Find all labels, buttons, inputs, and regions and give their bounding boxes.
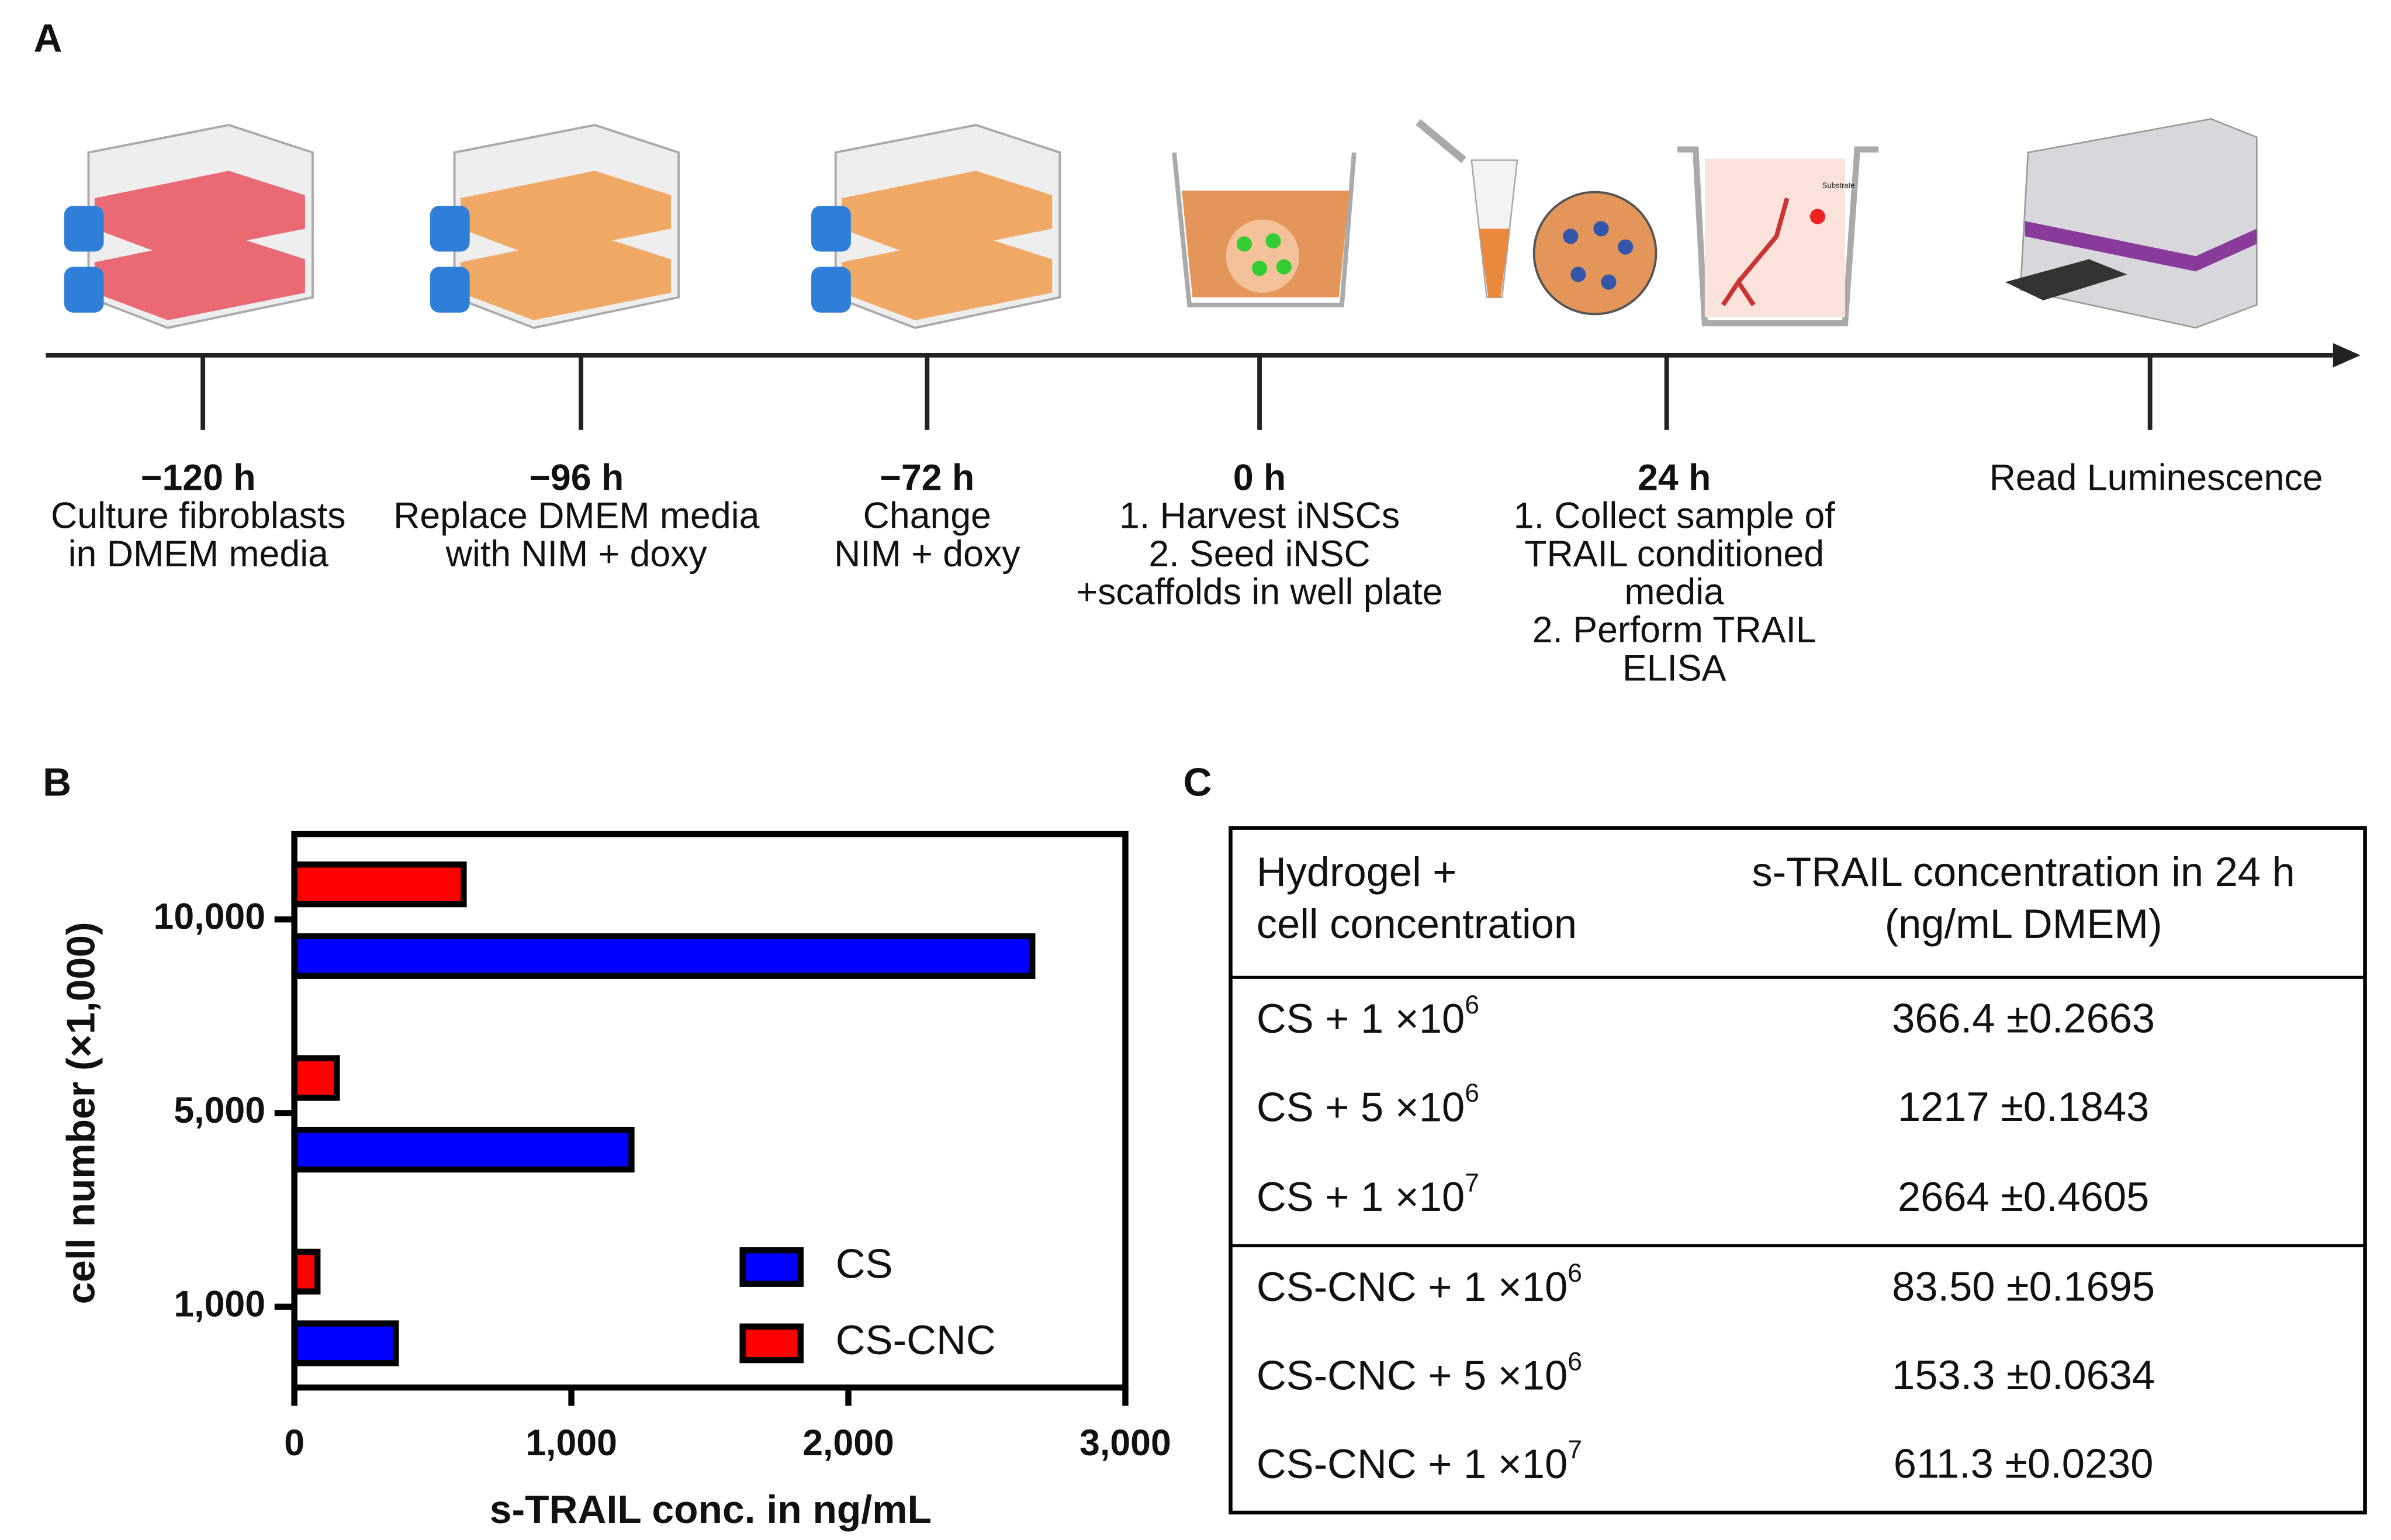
table-cell: 1217 ±0.1843 <box>1898 1084 2149 1130</box>
step-text: NIM + doxy <box>834 534 1020 575</box>
x-tick-label: 3,000 <box>1079 1423 1171 1463</box>
table-header: s-TRAIL concentration in 24 h <box>1752 849 2295 895</box>
cell-exponent: 7 <box>1465 1169 1479 1198</box>
table-cell: CS-CNC + 1 ×107 <box>1257 1435 1582 1486</box>
panel-label: B <box>43 761 71 805</box>
table-cell: 366.4 ±0.2663 <box>1892 995 2155 1041</box>
y-tick-label: 5,000 <box>174 1090 265 1131</box>
x-axis-label: s-TRAIL conc. in ng/mL <box>490 1488 932 1532</box>
step-text: Culture fibroblasts <box>51 496 346 537</box>
step-time: −72 h <box>880 457 974 498</box>
tube-icon <box>1416 119 1658 316</box>
cell-exponent: 6 <box>1568 1259 1582 1288</box>
table-header: (ng/mL DMEM) <box>1885 901 2162 947</box>
legend-swatch <box>739 1247 804 1287</box>
step-time: 24 h <box>1638 457 1711 498</box>
table-cell: 611.3 ±0.0230 <box>1894 1440 2154 1486</box>
bar <box>291 1126 635 1173</box>
cell-text: CS-CNC + 5 ×10 <box>1257 1352 1568 1398</box>
cell-text: CS-CNC + 1 ×10 <box>1257 1264 1568 1310</box>
step-time: −96 h <box>529 457 624 498</box>
step-text: media <box>1624 572 1724 612</box>
x-tick-label: 2,000 <box>802 1423 894 1463</box>
bar-chart: s-TRAIL conc. in ng/mL cell number (×1,0… <box>60 830 1171 1532</box>
step-text: 2. Seed iNSC <box>1148 534 1370 575</box>
cell-exponent: 7 <box>1568 1435 1582 1464</box>
bar <box>291 1248 321 1295</box>
step-text: +scaffolds in well plate <box>1077 572 1443 612</box>
step-time: −120 h <box>141 457 256 498</box>
plot-frame <box>291 830 1129 1391</box>
panel-label: C <box>1184 761 1212 805</box>
y-tick-label: 1,000 <box>174 1283 265 1324</box>
step-text: 2. Perform TRAIL <box>1532 610 1816 650</box>
table-cell: CS + 5 ×106 <box>1257 1079 1479 1130</box>
cell-exponent: 6 <box>1465 991 1479 1019</box>
cell-text: CS + 1 ×10 <box>1257 1174 1465 1220</box>
cell-text: CS + 1 ×10 <box>1257 995 1465 1041</box>
flasks-red <box>64 123 314 329</box>
well-icon <box>1172 152 1357 307</box>
legend-label: CS-CNC <box>836 1317 996 1363</box>
step-text: Read Luminescence <box>1989 457 2323 498</box>
step-text: ELISA <box>1622 648 1726 688</box>
cell-text: CS-CNC + 1 ×10 <box>1257 1440 1568 1486</box>
legend-swatch <box>739 1323 804 1363</box>
elisa-well-icon: Substrate <box>1677 146 1879 327</box>
bar <box>291 933 1036 979</box>
table-cell: 2664 ±0.4605 <box>1898 1174 2149 1220</box>
legend-label: CS <box>836 1241 893 1287</box>
step-text: 1. Harvest iNSCs <box>1119 496 1400 537</box>
table-header: Hydrogel + <box>1257 849 1457 895</box>
table-cell: CS-CNC + 5 ×106 <box>1257 1347 1582 1398</box>
y-axis-label: cell number (×1,000) <box>60 922 103 1304</box>
bar <box>291 861 467 908</box>
table-cell: 153.3 ±0.0634 <box>1892 1352 2155 1398</box>
x-tick-label: 0 <box>284 1423 305 1463</box>
reader-icon <box>2005 118 2258 329</box>
table-cell: CS + 1 ×107 <box>1257 1169 1479 1220</box>
table-cell: CS-CNC + 1 ×106 <box>1257 1259 1582 1310</box>
flasks-orange <box>430 123 680 329</box>
table: Hydrogel + cell concentration s-TRAIL conc… <box>1229 826 2367 1515</box>
y-tick-label: 10,000 <box>154 897 266 937</box>
bar <box>291 1320 399 1366</box>
step-text: with NIM + doxy <box>445 534 708 575</box>
bar <box>291 1055 340 1101</box>
table-cell: 83.50 ±0.1695 <box>1892 1264 2155 1310</box>
step-text: Replace DMEM media <box>393 496 759 537</box>
cell-exponent: 6 <box>1465 1079 1479 1108</box>
step-text: in DMEM media <box>68 534 329 575</box>
x-tick-label: 1,000 <box>525 1423 617 1463</box>
cell-exponent: 6 <box>1568 1347 1582 1376</box>
table-frame <box>1229 826 2367 1515</box>
table-cell: CS + 1 ×106 <box>1257 991 1479 1041</box>
cell-text: CS + 5 ×10 <box>1257 1084 1465 1130</box>
timeline-axis <box>46 343 2361 368</box>
table-header: cell concentration <box>1257 901 1577 947</box>
flasks-orange <box>811 123 1061 329</box>
step-text: 1. Collect sample of <box>1514 496 1835 537</box>
step-text: Change <box>863 496 991 537</box>
panel-label: A <box>34 16 63 60</box>
step-text: TRAIL conditioned <box>1524 534 1824 575</box>
step-time: 0 h <box>1233 457 1286 498</box>
substrate-label: Substrate <box>1822 181 1855 190</box>
